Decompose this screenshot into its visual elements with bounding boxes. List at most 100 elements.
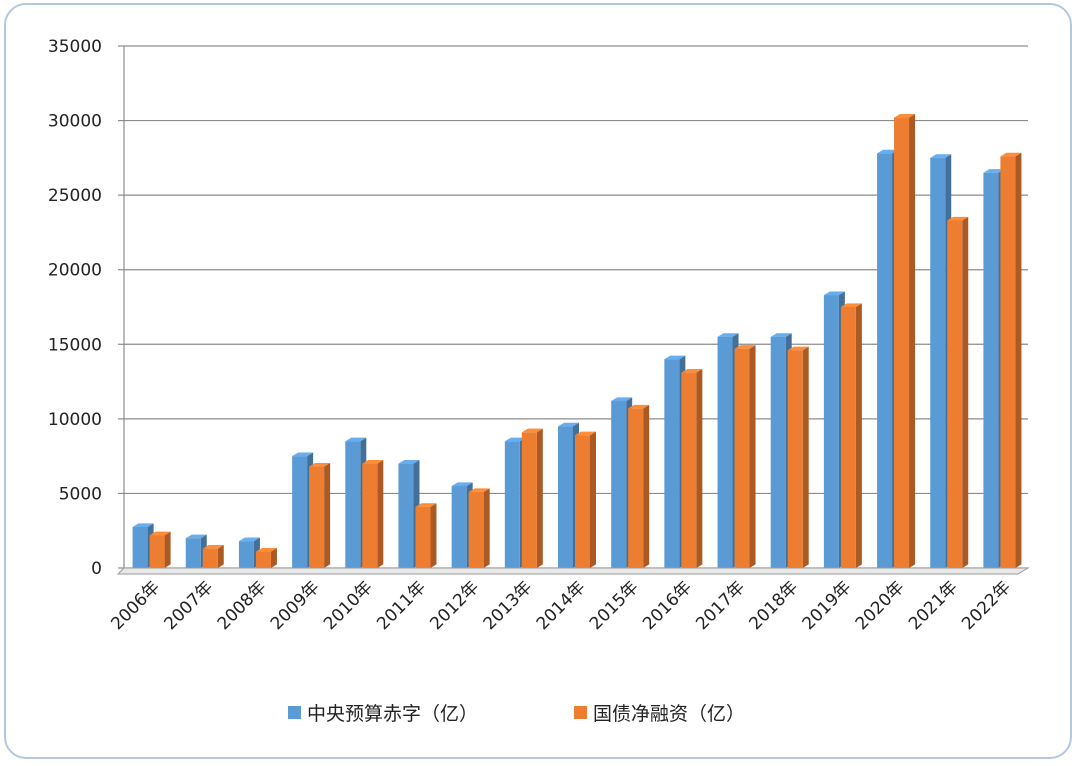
bar-top bbox=[877, 149, 899, 154]
y-tick-label: 30000 bbox=[48, 112, 102, 132]
bar-deficit bbox=[770, 336, 786, 568]
x-tick-label: 2016年 bbox=[639, 577, 696, 634]
x-tick-label: 2011年 bbox=[373, 577, 430, 634]
bar-bond-financing bbox=[468, 491, 484, 568]
bar-top bbox=[717, 333, 739, 337]
x-tick-label: 2010年 bbox=[320, 577, 377, 634]
bar-side bbox=[749, 345, 756, 568]
bar-deficit bbox=[504, 441, 520, 568]
bar-top bbox=[309, 462, 331, 467]
x-tick-label: 2013年 bbox=[480, 577, 537, 634]
bar-side bbox=[377, 460, 384, 568]
bar-side bbox=[270, 547, 277, 568]
bar-top bbox=[983, 169, 1005, 173]
bar-bond-financing bbox=[894, 117, 910, 569]
bar-bond-financing bbox=[309, 466, 325, 568]
bar-top bbox=[947, 216, 969, 221]
bar-top bbox=[238, 537, 260, 542]
y-tick-label: 25000 bbox=[48, 186, 102, 206]
y-tick-label: 5000 bbox=[59, 484, 102, 504]
bar-side bbox=[855, 303, 862, 568]
bar-deficit bbox=[983, 172, 999, 568]
bar-deficit bbox=[930, 157, 946, 568]
x-axis: 2006年2007年2008年2009年2010年2011年2012年2013年… bbox=[107, 567, 1030, 634]
bar-top bbox=[132, 523, 154, 527]
bar-top bbox=[415, 503, 437, 507]
bar-bond-financing bbox=[202, 548, 218, 568]
x-tick-label: 2006年 bbox=[107, 577, 164, 634]
legend-swatch-bond-financing bbox=[574, 706, 587, 719]
bar-side bbox=[430, 503, 437, 568]
bar-deficit bbox=[238, 541, 254, 568]
y-tick-label: 0 bbox=[91, 559, 102, 579]
bar-top bbox=[398, 460, 420, 464]
y-axis: 0 5000 10000 15000 20000 25000 30000 35000 bbox=[48, 37, 125, 579]
bar-top bbox=[202, 545, 224, 549]
bar-side bbox=[643, 404, 650, 568]
bar-top bbox=[292, 452, 314, 457]
bar-deficit bbox=[717, 336, 733, 568]
bar-side bbox=[696, 369, 703, 568]
bar-side bbox=[1015, 152, 1022, 568]
bar-top bbox=[504, 437, 526, 442]
bar-bond-financing bbox=[415, 506, 431, 568]
bar-side bbox=[802, 346, 809, 568]
bar-deficit bbox=[132, 526, 148, 568]
bar-top bbox=[823, 291, 845, 296]
bar-side bbox=[962, 216, 969, 568]
bar-deficit bbox=[611, 400, 627, 568]
x-tick-label: 2009年 bbox=[267, 577, 324, 634]
bar-top bbox=[521, 428, 543, 433]
y-tick-label: 10000 bbox=[48, 410, 102, 430]
bar-bond-financing bbox=[255, 551, 271, 568]
x-tick-label: 2019年 bbox=[799, 577, 856, 634]
bar-top bbox=[840, 303, 862, 307]
x-tick-label: 2007年 bbox=[161, 577, 218, 634]
bar-deficit bbox=[823, 295, 839, 568]
bar-side bbox=[217, 545, 224, 568]
bar-bond-financing bbox=[787, 350, 803, 568]
x-tick-label: 2020年 bbox=[852, 577, 909, 634]
bar-top bbox=[930, 154, 952, 158]
x-tick-label: 2008年 bbox=[214, 577, 271, 634]
bar-top bbox=[611, 397, 633, 401]
bar-bond-financing bbox=[362, 463, 378, 568]
bar-bond-financing bbox=[947, 220, 963, 569]
bar-top bbox=[345, 437, 367, 442]
bar-bond-financing bbox=[840, 307, 856, 568]
bar-side bbox=[324, 462, 331, 568]
bar-side bbox=[536, 428, 543, 568]
bar-bond-financing bbox=[149, 535, 165, 568]
bar-bond-financing bbox=[681, 372, 697, 568]
x-tick-label: 2022年 bbox=[958, 577, 1015, 634]
bar-top bbox=[451, 482, 473, 486]
bar-deficit bbox=[664, 359, 680, 568]
bar-deficit bbox=[398, 463, 414, 568]
bar-top bbox=[681, 369, 703, 373]
bars bbox=[132, 113, 1022, 569]
bar-deficit bbox=[877, 153, 893, 568]
bar-bond-financing bbox=[1000, 156, 1016, 568]
bar-top bbox=[894, 113, 916, 118]
bar-side bbox=[483, 488, 490, 568]
bar-side bbox=[590, 431, 596, 568]
bar-side bbox=[164, 531, 171, 568]
x-tick-label: 2015年 bbox=[586, 577, 643, 634]
y-tick-label: 15000 bbox=[48, 335, 102, 355]
bar-bond-financing bbox=[521, 432, 537, 568]
bar-deficit bbox=[558, 426, 573, 568]
bar-bond-financing bbox=[628, 408, 644, 568]
bar-top bbox=[185, 534, 207, 539]
x-tick-label: 2012年 bbox=[426, 577, 483, 634]
bar-top bbox=[734, 345, 756, 349]
bar-top bbox=[575, 431, 596, 436]
legend-swatch-deficit bbox=[288, 706, 301, 719]
legend: 中央预算赤字（亿） 国债净融资（亿） bbox=[288, 703, 745, 725]
bar-top bbox=[770, 333, 792, 337]
x-tick-label: 2018年 bbox=[745, 577, 802, 634]
legend-label-bond-financing: 国债净融资（亿） bbox=[593, 703, 745, 725]
bar-top bbox=[558, 422, 579, 427]
bar-bond-financing bbox=[734, 348, 750, 568]
bar-deficit bbox=[345, 441, 361, 568]
